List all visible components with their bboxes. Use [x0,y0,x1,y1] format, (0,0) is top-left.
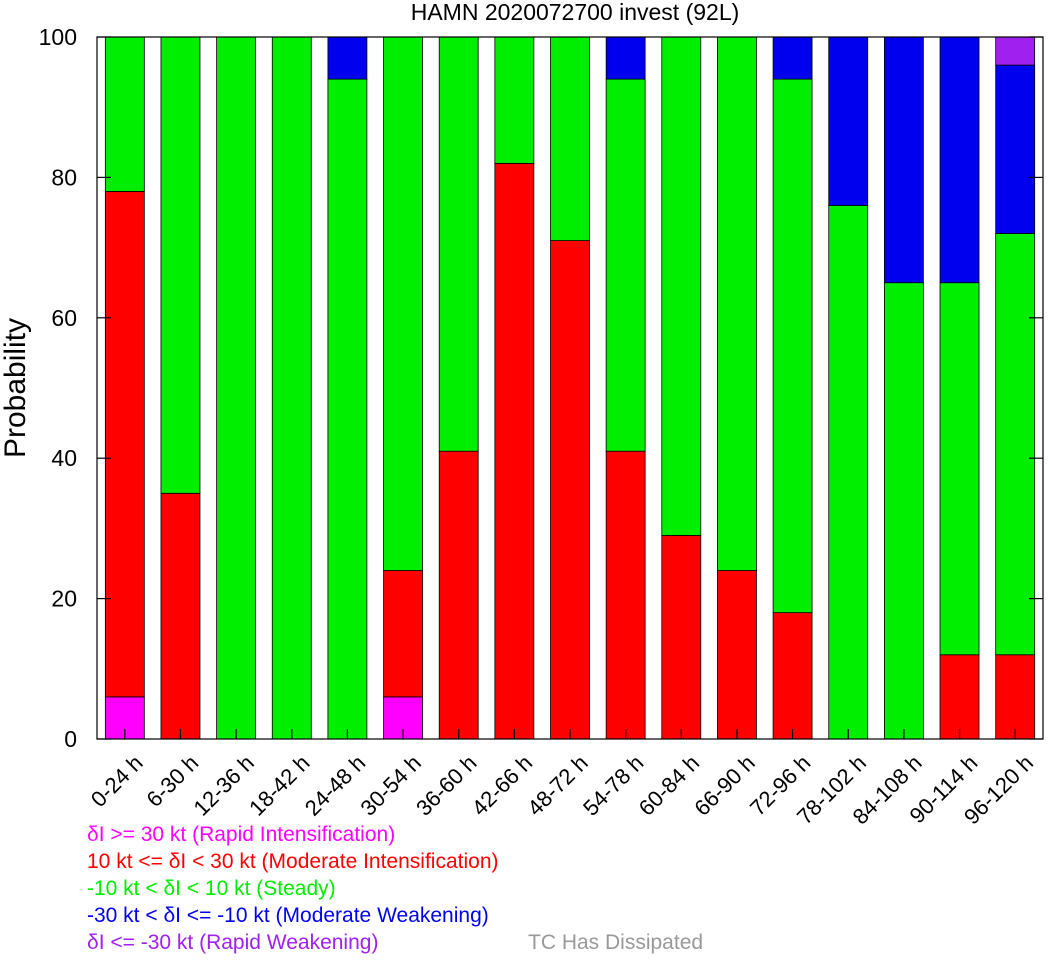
x-tick-label: 48-72 h [522,750,592,820]
x-tick-labels: 0-24 h6-30 h12-36 h18-42 h24-48 h30-54 h… [86,750,1038,829]
x-tick-label: 24-48 h [300,750,370,820]
bar-segment-54-78h-s1 [605,450,646,740]
bar-segment-90-114h-s1 [939,654,980,740]
y-tick-label: 60 [51,305,77,331]
x-tick-label: 54-78 h [578,750,648,820]
bar-segment-96-120h-s3 [995,64,1036,234]
legend-item-1: 10 kt <= δI < 30 kt (Moderate Intensific… [87,850,499,873]
bar-segment-60-84h-s1 [661,535,702,740]
bar-segment-18-42h-s2 [271,36,312,740]
legend-item-2: -10 kt < δI < 10 kt (Steady) [87,877,336,900]
bars-group [104,36,1036,740]
bar-segment-6-30h-s2 [160,36,201,494]
x-tick-label: 42-66 h [467,750,537,820]
bar-segment-54-78h-s2 [605,78,646,452]
x-tick-label: 30-54 h [355,750,425,820]
bar-segment-72-96h-s1 [772,612,813,740]
bar-segment-96-120h-s1 [995,654,1036,740]
x-tick-label: 18-42 h [244,750,314,820]
bar-segment-54-78h-s3 [605,36,646,80]
x-tick-label: 36-60 h [411,750,481,820]
bar-segment-78-102h-s3 [828,36,869,206]
legend: δI >= 30 kt (Rapid Intensification) 10 kt… [87,821,499,956]
y-tick-label: 80 [51,164,77,190]
bar-segment-84-108h-s2 [883,282,924,740]
bar-segment-96-120h-s2 [995,233,1036,656]
bar-segment-36-60h-s2 [438,36,479,452]
bar-segment-0-24h-s2 [104,36,145,192]
x-tick-label: 60-84 h [634,750,704,820]
bar-segment-6-30h-s1 [160,492,201,740]
bar-segment-36-60h-s1 [438,450,479,740]
x-tick-label: 0-24 h [86,750,148,812]
bar-segment-42-66h-s1 [494,162,535,740]
bar-segment-12-36h-s2 [216,36,257,740]
legend-item-dissipated: TC Has Dissipated [528,931,704,954]
bar-segment-96-120h-s4 [995,36,1036,66]
bar-segment-84-108h-s3 [883,36,924,284]
bar-segment-66-90h-s1 [717,570,757,740]
chart-title: HAMN 2020072700 invest (92L) [411,0,740,25]
y-axis-label: Probability [0,318,32,458]
bar-segment-90-114h-s2 [939,282,980,656]
bar-segment-30-54h-s2 [383,36,423,571]
bar-segment-66-90h-s2 [717,36,757,571]
bar-segment-60-84h-s2 [661,36,702,536]
bar-segment-48-72h-s2 [550,36,590,241]
bar-segment-30-54h-s1 [383,570,423,698]
bar-segment-48-72h-s1 [550,240,590,740]
y-tick-label: 100 [39,24,77,50]
bar-segment-42-66h-s2 [494,36,535,164]
legend-item-4: δI <= -30 kt (Rapid Weakening) [87,931,379,954]
bar-segment-90-114h-s3 [939,36,980,284]
bar-segment-24-48h-s3 [327,36,368,80]
y-tick-labels: 0 20 40 60 80 100 [39,24,77,752]
y-tick-label: 0 [64,726,77,752]
bar-segment-24-48h-s2 [327,78,368,740]
legend-item-0: δI >= 30 kt (Rapid Intensification) [87,823,396,846]
x-tick-label: 12-36 h [189,750,259,820]
y-tick-label: 20 [51,586,77,612]
axis-ticks [97,36,1043,740]
bar-segment-78-102h-s2 [828,205,869,740]
legend-item-3: -30 kt < δI <= -10 kt (Moderate Weakenin… [87,904,489,927]
bar-segment-0-24h-s1 [104,191,145,698]
y-tick-label: 40 [51,445,77,471]
x-tick-label: 66-90 h [689,750,759,820]
bar-segment-72-96h-s3 [772,36,813,80]
bar-segment-72-96h-s2 [772,78,813,614]
